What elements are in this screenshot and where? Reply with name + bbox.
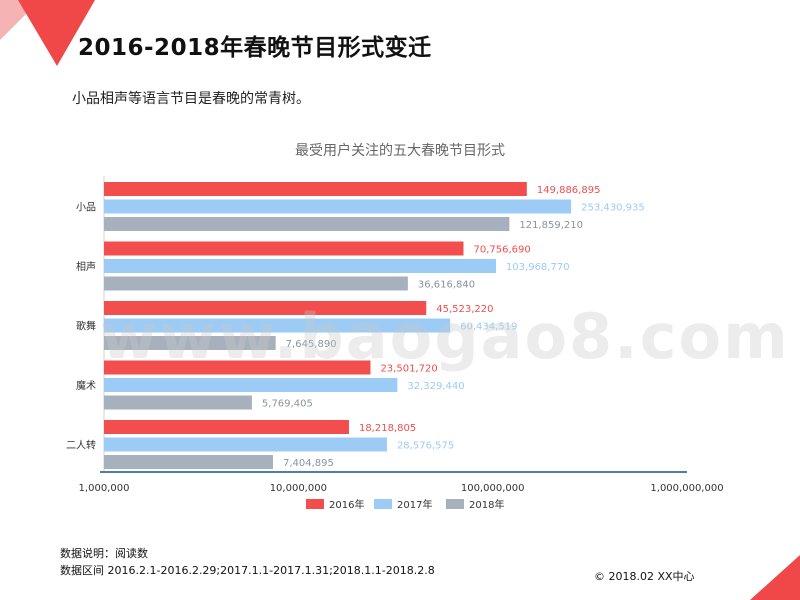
data-label: 103,968,770 bbox=[506, 262, 570, 273]
bar-2018 bbox=[104, 395, 252, 410]
bar-2018 bbox=[104, 276, 408, 291]
data-label: 36,616,840 bbox=[418, 280, 475, 291]
corner-triangle-red-br bbox=[750, 555, 800, 600]
legend-label: 2018年 bbox=[469, 498, 504, 511]
legend-label: 2016年 bbox=[329, 498, 364, 511]
x-tick-label: 1,000,000 bbox=[79, 483, 130, 494]
bar-2016 bbox=[104, 182, 527, 196]
corner-decoration-top-left bbox=[0, 0, 95, 66]
category-label: 相声 bbox=[76, 260, 96, 273]
data-note: 数据说明：阅读数 bbox=[60, 547, 148, 560]
legend-swatch bbox=[374, 499, 392, 509]
bar-2017 bbox=[104, 199, 572, 214]
data-label: 32,329,440 bbox=[407, 381, 464, 392]
data-label: 121,859,210 bbox=[519, 220, 583, 231]
data-label: 45,523,220 bbox=[436, 304, 493, 315]
data-label: 7,645,890 bbox=[286, 339, 337, 350]
bar-2016 bbox=[104, 420, 349, 434]
bar-2016 bbox=[104, 360, 371, 375]
data-label: 28,576,575 bbox=[397, 441, 454, 452]
corner-decoration-bottom-right bbox=[750, 555, 800, 600]
bar-2016 bbox=[104, 241, 464, 256]
chart-title: 最受用户关注的五大春晚节目形式 bbox=[295, 143, 505, 159]
data-label: 5,769,405 bbox=[262, 399, 313, 410]
bar-2018 bbox=[104, 217, 510, 231]
data-range-note: 数据区间 2016.2.1-2016.2.29;2017.1.1-2017.1.… bbox=[60, 564, 435, 577]
x-tick-label: 10,000,000 bbox=[270, 483, 327, 494]
data-label: 18,218,805 bbox=[359, 423, 416, 434]
legend-swatch bbox=[306, 499, 324, 509]
data-label: 253,430,935 bbox=[581, 203, 645, 214]
copyright: © 2018.02 XX中心 bbox=[594, 570, 695, 583]
bar-2018 bbox=[104, 336, 276, 350]
data-label: 70,756,690 bbox=[473, 245, 530, 256]
data-label: 149,886,895 bbox=[537, 185, 601, 196]
bar-2017 bbox=[104, 437, 387, 452]
category-label: 魔术 bbox=[76, 379, 96, 392]
category-label: 小品 bbox=[76, 202, 96, 214]
legend-label: 2017年 bbox=[397, 498, 432, 511]
bar-2017 bbox=[104, 318, 451, 333]
bar-2016 bbox=[104, 301, 427, 315]
data-label: 7,404,895 bbox=[283, 458, 334, 469]
x-tick-label: 100,000,000 bbox=[461, 483, 525, 494]
bar-2018 bbox=[104, 455, 273, 469]
slide-subtitle: 小品相声等语言节目是春晚的常青树。 bbox=[72, 91, 310, 107]
bar-2017 bbox=[104, 378, 398, 392]
data-label: 60,434,519 bbox=[460, 322, 517, 333]
category-label: 二人转 bbox=[66, 439, 96, 452]
bar-2017 bbox=[104, 259, 496, 273]
slide-title: 2016-2018年春晚节目形式变迁 bbox=[78, 35, 432, 61]
x-tick-label: 1,000,000,000 bbox=[650, 483, 723, 494]
data-label: 23,501,720 bbox=[380, 364, 437, 375]
category-label: 歌舞 bbox=[76, 320, 96, 333]
corner-triangle-red bbox=[18, 0, 95, 66]
legend-swatch bbox=[446, 499, 464, 509]
